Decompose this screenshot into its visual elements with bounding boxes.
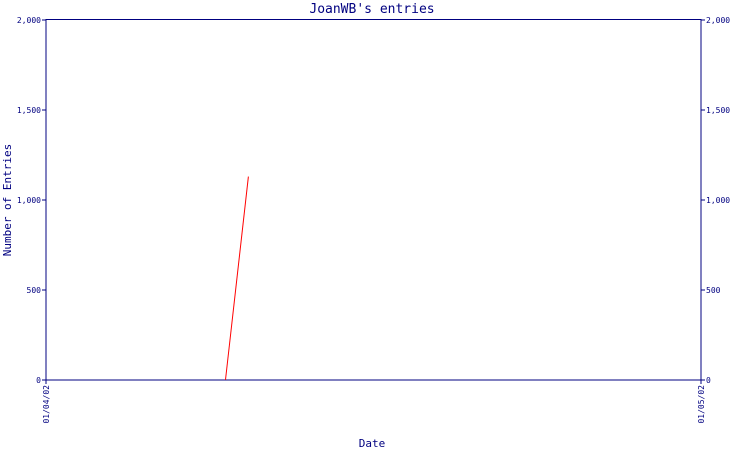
y-tick-label-left: 500 — [27, 286, 42, 295]
chart-title: JoanWB's entries — [309, 2, 434, 17]
plot-frame — [45, 19, 702, 381]
series-line — [224, 176, 249, 381]
x-axis: 01/04/02 01/05/02 — [42, 380, 706, 424]
y-tick-label-right: 2,000 — [706, 16, 730, 25]
y-tick-label-right: 1,000 — [706, 196, 730, 205]
series-layer — [224, 176, 249, 381]
y-tick-label-left: 1,500 — [17, 106, 41, 115]
y-axis-title: Number of Entries — [1, 144, 14, 257]
x-tick-label: 01/05/02 — [697, 385, 706, 424]
y-tick-label-right: 500 — [706, 286, 721, 295]
x-tick-label: 01/04/02 — [42, 385, 51, 424]
y-tick-label-right: 1,500 — [706, 106, 730, 115]
left-y-axis: 0 500 1,000 1,500 2,000 — [17, 16, 46, 385]
y-tick-label-left: 2,000 — [17, 16, 41, 25]
right-y-axis: 0 500 1,000 1,500 2,000 — [701, 16, 730, 385]
y-tick-label-right: 0 — [706, 376, 711, 385]
y-tick-label-left: 0 — [36, 376, 41, 385]
y-tick-label-left: 1,000 — [17, 196, 41, 205]
x-axis-title: Date — [359, 437, 386, 450]
